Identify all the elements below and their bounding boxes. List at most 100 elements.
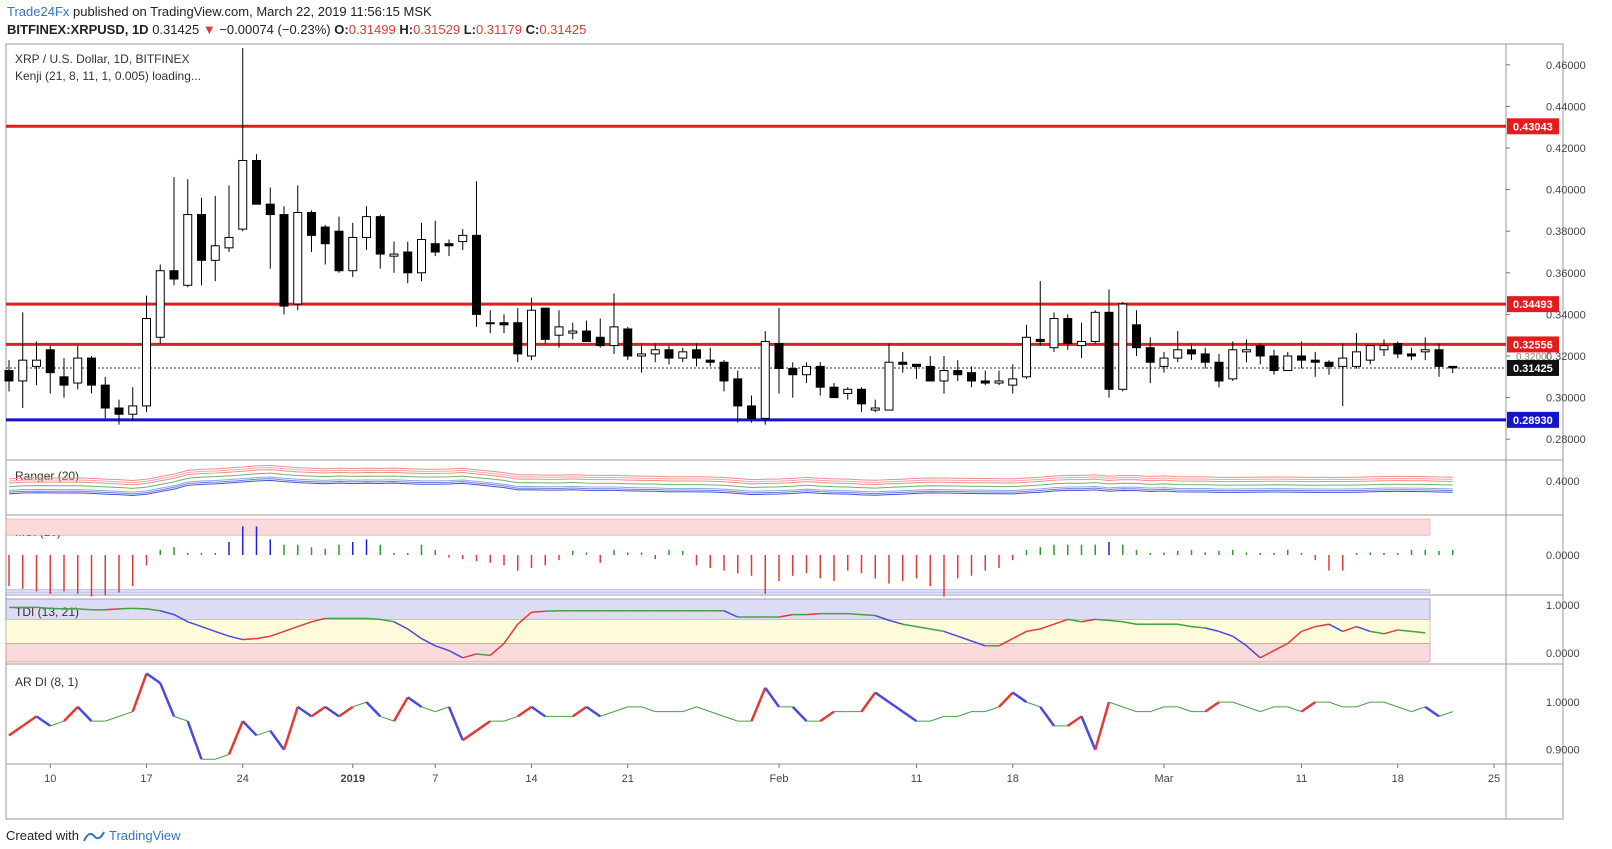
y-tick-label: 0.42000 xyxy=(1546,143,1586,155)
last-price-label: 0.31425 xyxy=(1513,363,1553,375)
candle xyxy=(513,322,523,355)
candle xyxy=(18,359,28,382)
ardi-line xyxy=(1383,701,1398,708)
time-axis[interactable]: 10 17 24 2019 7 14 21 Feb 11 18 Mar 11 18 25 xyxy=(44,764,1500,785)
tdi-line xyxy=(930,628,945,633)
publish-info: published on TradingView.com, March 22, … xyxy=(69,4,432,19)
tdi-line xyxy=(531,610,546,613)
tdi-line xyxy=(1315,623,1330,628)
msi-upper-zone xyxy=(5,518,1431,536)
candle xyxy=(1200,353,1210,363)
ardi-line xyxy=(215,754,230,760)
candle xyxy=(1283,355,1293,372)
tdi-line xyxy=(1370,630,1385,635)
ardi-line xyxy=(50,720,65,727)
ardi-line xyxy=(1012,691,1028,704)
tdi-line xyxy=(270,630,285,637)
close-value: 0.31425 xyxy=(539,22,587,37)
x-tick-label: 21 xyxy=(622,773,634,785)
candle xyxy=(1338,357,1348,367)
tdi-line xyxy=(1232,635,1247,647)
candle xyxy=(829,386,839,399)
tdi-line xyxy=(1342,625,1357,633)
tdi-line xyxy=(105,608,120,611)
candle xyxy=(1242,349,1251,353)
x-tick-label: 18 xyxy=(1007,773,1019,785)
candle xyxy=(430,243,440,253)
candle xyxy=(1104,311,1114,390)
chart-border xyxy=(5,43,1564,820)
candle xyxy=(568,330,578,334)
ardi-line xyxy=(1108,701,1123,708)
candle xyxy=(939,370,949,382)
x-tick-label: 2019 xyxy=(341,773,365,785)
tdi-line xyxy=(1081,618,1096,623)
publisher-name[interactable]: Trade24Fx xyxy=(7,4,70,19)
tdi-line xyxy=(173,613,189,623)
msi-pane[interactable]: MSI (10)0.0000 xyxy=(5,518,1580,597)
tdi-line xyxy=(1108,619,1123,623)
footer-logo-text[interactable]: TradingView xyxy=(108,828,181,843)
x-tick-label: 17 xyxy=(140,773,152,785)
level-tag xyxy=(1507,411,1559,428)
tdi-line xyxy=(1026,628,1041,633)
tdi-line xyxy=(393,621,409,630)
candle xyxy=(815,365,825,388)
candle xyxy=(705,359,715,363)
ardi-line xyxy=(682,706,697,713)
ardi-line xyxy=(1094,701,1111,751)
ardi-line xyxy=(63,705,79,723)
tdi-line xyxy=(1356,625,1371,633)
low-label: L: xyxy=(463,22,476,37)
ardi-line xyxy=(421,706,436,713)
ardi-line xyxy=(641,706,656,713)
ardi-line xyxy=(1328,701,1343,708)
ardi-line xyxy=(105,715,120,722)
ardi-line xyxy=(930,715,945,722)
candle xyxy=(1269,355,1279,372)
ardi-line xyxy=(324,705,340,718)
ardi-line xyxy=(613,706,628,713)
tdi-line xyxy=(311,617,326,623)
tradingview-logo-icon xyxy=(83,831,105,841)
x-tick-label: 11 xyxy=(911,773,922,785)
candle xyxy=(1173,349,1183,359)
candle xyxy=(802,365,811,376)
ardi-line xyxy=(902,710,918,723)
candle xyxy=(1132,324,1141,349)
tdi-line xyxy=(806,612,821,616)
ranger-band xyxy=(8,464,1453,482)
candle xyxy=(1352,351,1361,367)
ardi-pane[interactable]: AR DI (8, 1) 1.0000 0.9000 xyxy=(8,672,1580,760)
tdi-line xyxy=(1273,642,1289,652)
tdi-line xyxy=(421,637,436,647)
tdi-upper-zone xyxy=(5,598,1431,620)
x-tick-label: 7 xyxy=(432,773,438,785)
tdi-line xyxy=(228,635,243,641)
ardi-line xyxy=(600,711,615,717)
candle xyxy=(87,357,96,386)
candle xyxy=(747,405,756,419)
ardi-line xyxy=(791,705,808,723)
ardi-line xyxy=(186,720,203,760)
indicator-legend: Kenji (21, 8, 11, 1, 0.005) loading... xyxy=(15,69,201,83)
ardi-line xyxy=(998,691,1014,708)
tdi-line xyxy=(201,625,216,633)
tdi-line xyxy=(517,611,532,625)
level-label: 0.28930 xyxy=(1513,415,1553,427)
candle xyxy=(1145,347,1155,363)
tdi-lower-zone xyxy=(5,643,1431,663)
ranger-band xyxy=(8,476,1453,493)
ranger-pane[interactable]: Ranger (20) 0.4000 xyxy=(8,464,1580,497)
candle xyxy=(59,376,69,386)
candle xyxy=(197,214,206,261)
chart-area[interactable]: 0.28000 0.30000 0.32000 0.34000 0.36000 0.380… xyxy=(0,42,1612,822)
candle xyxy=(307,211,316,236)
price-pane[interactable]: 0.28000 0.30000 0.32000 0.34000 0.36000 0.380… xyxy=(4,48,1586,446)
y-tick-label: 0.38000 xyxy=(1546,226,1586,238)
level-label: 0.32556 xyxy=(1513,339,1553,351)
level-tag xyxy=(1507,336,1559,353)
ardi-line xyxy=(1204,701,1220,713)
candle xyxy=(1228,349,1238,380)
